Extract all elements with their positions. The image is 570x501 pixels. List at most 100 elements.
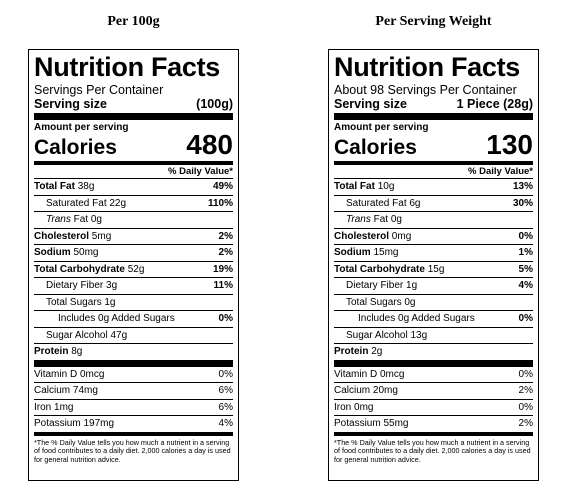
servings-per-container: Servings Per Container xyxy=(34,83,164,97)
total-fat-label: Total Fat xyxy=(34,181,75,192)
divider-medium xyxy=(34,431,233,436)
trans-fat-amount: Fat 0g xyxy=(73,214,102,225)
sodium-dv: 2% xyxy=(218,247,233,258)
added-sugars-label: Includes 0g Added Sugars xyxy=(358,313,475,324)
calcium-dv: 6% xyxy=(218,385,233,396)
row-total-sugars: Total Sugars 1g xyxy=(34,293,233,311)
cholesterol-amount: 0mg xyxy=(391,230,412,242)
nutrition-label-per-100g: Nutrition Facts Servings Per Container S… xyxy=(28,49,239,481)
amount-per-serving: Amount per serving xyxy=(34,122,129,133)
trans-fat-amount: Fat 0g xyxy=(373,214,402,225)
total-carb-amount: 15g xyxy=(427,263,445,275)
calories-label: Calories xyxy=(34,136,117,159)
total-carb-label: Total Carbohydrate xyxy=(34,263,125,275)
serving-size-row: Serving size (100g) xyxy=(34,97,233,111)
serving-size-value: (100g) xyxy=(196,97,233,111)
cholesterol-label: Cholesterol xyxy=(334,230,390,242)
row-vitamin-d: Vitamin D 0mcg 0% xyxy=(334,367,533,383)
footnote: *The % Daily Value tells you how much a … xyxy=(334,437,531,464)
row-total-fat: Total Fat 38g 49% xyxy=(34,178,233,195)
divider-thick xyxy=(34,359,233,367)
row-cholesterol: Cholesterol 0mg 0% xyxy=(334,227,533,245)
row-calcium: Calcium 74mg 6% xyxy=(34,382,233,399)
protein-label: Protein xyxy=(34,346,69,357)
cholesterol-dv: 2% xyxy=(218,230,233,242)
potassium-label: Potassium 197mg xyxy=(34,418,115,429)
sodium-amount: 50mg xyxy=(73,247,99,258)
row-sugar-alcohol: Sugar Alcohol 13g xyxy=(334,326,533,344)
sodium-amount: 15mg xyxy=(373,247,399,258)
heading-per-serving: Per Serving Weight xyxy=(375,14,492,29)
trans-fat-label: Trans xyxy=(46,214,71,225)
daily-value-header: % Daily Value* xyxy=(168,166,233,177)
dietary-fiber-dv: 11% xyxy=(213,280,233,291)
calories-value: 130 xyxy=(486,129,533,160)
serving-size-value: 1 Piece (28g) xyxy=(456,97,533,111)
iron-dv: 0% xyxy=(518,401,533,413)
row-added-sugars: Includes 0g Added Sugars 0% xyxy=(34,310,233,327)
calories-row: Calories 130 xyxy=(334,129,533,161)
row-protein: Protein 2g xyxy=(334,343,533,360)
divider-thick xyxy=(334,113,533,120)
saturated-fat-dv: 30% xyxy=(512,197,533,209)
dietary-fiber-label: Dietary Fiber 3g xyxy=(46,280,118,291)
calories-row: Calories 480 xyxy=(34,129,233,161)
sodium-label: Sodium xyxy=(34,247,71,258)
row-iron: Iron 0mg 0% xyxy=(334,398,533,416)
sugar-alcohol-label: Sugar Alcohol 13g xyxy=(346,329,428,341)
added-sugars-dv: 0% xyxy=(218,313,233,324)
iron-label: Iron 1mg xyxy=(34,401,74,413)
total-fat-dv: 49% xyxy=(212,181,233,192)
divider-medium xyxy=(334,161,533,165)
heading-per-100g: Per 100g xyxy=(107,14,160,29)
total-fat-dv: 13% xyxy=(512,181,533,192)
total-carb-amount: 52g xyxy=(127,263,145,275)
calories-value: 480 xyxy=(186,129,233,160)
sugar-alcohol-label: Sugar Alcohol 47g xyxy=(46,329,128,341)
row-added-sugars: Includes 0g Added Sugars 0% xyxy=(334,310,533,327)
row-trans-fat: Trans Fat 0g xyxy=(334,211,533,228)
row-sodium: Sodium 50mg 2% xyxy=(34,244,233,261)
dietary-fiber-label: Dietary Fiber 1g xyxy=(346,280,418,291)
row-calcium: Calcium 20mg 2% xyxy=(334,382,533,399)
cholesterol-label: Cholesterol xyxy=(34,230,90,242)
sodium-label: Sodium xyxy=(334,247,371,258)
row-trans-fat: Trans Fat 0g xyxy=(34,211,233,228)
added-sugars-dv: 0% xyxy=(518,313,533,324)
vitamin-d-label: Vitamin D 0mcg xyxy=(334,368,405,380)
iron-dv: 6% xyxy=(218,401,233,413)
dietary-fiber-dv: 4% xyxy=(518,280,533,291)
saturated-fat-label: Saturated Fat 22g xyxy=(46,197,127,209)
row-dietary-fiber: Dietary Fiber 3g 11% xyxy=(34,277,233,294)
calcium-label: Calcium 20mg xyxy=(334,385,398,396)
row-total-carbohydrate: Total Carbohydrate 15g 5% xyxy=(334,260,533,278)
row-vitamin-d: Vitamin D 0mcg 0% xyxy=(34,367,233,383)
divider-thick xyxy=(334,359,533,367)
cholesterol-dv: 0% xyxy=(518,230,533,242)
row-potassium: Potassium 55mg 2% xyxy=(334,415,533,432)
total-sugars-label: Total Sugars 1g xyxy=(46,296,116,308)
sodium-dv: 1% xyxy=(518,247,533,258)
serving-size-label: Serving size xyxy=(334,97,407,111)
protein-amount: 8g xyxy=(71,346,83,357)
row-saturated-fat: Saturated Fat 6g 30% xyxy=(334,194,533,212)
potassium-dv: 4% xyxy=(218,418,233,429)
row-total-sugars: Total Sugars 0g xyxy=(334,293,533,311)
total-carb-label: Total Carbohydrate xyxy=(334,263,425,275)
total-fat-amount: 38g xyxy=(77,181,95,192)
divider-thick xyxy=(34,113,233,120)
label-title: Nutrition Facts xyxy=(334,52,521,82)
total-carb-dv: 19% xyxy=(212,263,233,275)
row-sugar-alcohol: Sugar Alcohol 47g xyxy=(34,326,233,344)
vitamin-d-dv: 0% xyxy=(518,368,533,380)
saturated-fat-label: Saturated Fat 6g xyxy=(346,197,421,209)
iron-label: Iron 0mg xyxy=(334,401,374,413)
amount-per-serving: Amount per serving xyxy=(334,122,429,133)
potassium-dv: 2% xyxy=(518,418,533,429)
vitamin-d-label: Vitamin D 0mcg xyxy=(34,368,105,380)
label-title: Nutrition Facts xyxy=(34,52,221,82)
row-total-carbohydrate: Total Carbohydrate 52g 19% xyxy=(34,260,233,278)
footnote: *The % Daily Value tells you how much a … xyxy=(34,437,231,464)
trans-fat-label: Trans xyxy=(346,214,371,225)
row-potassium: Potassium 197mg 4% xyxy=(34,415,233,432)
